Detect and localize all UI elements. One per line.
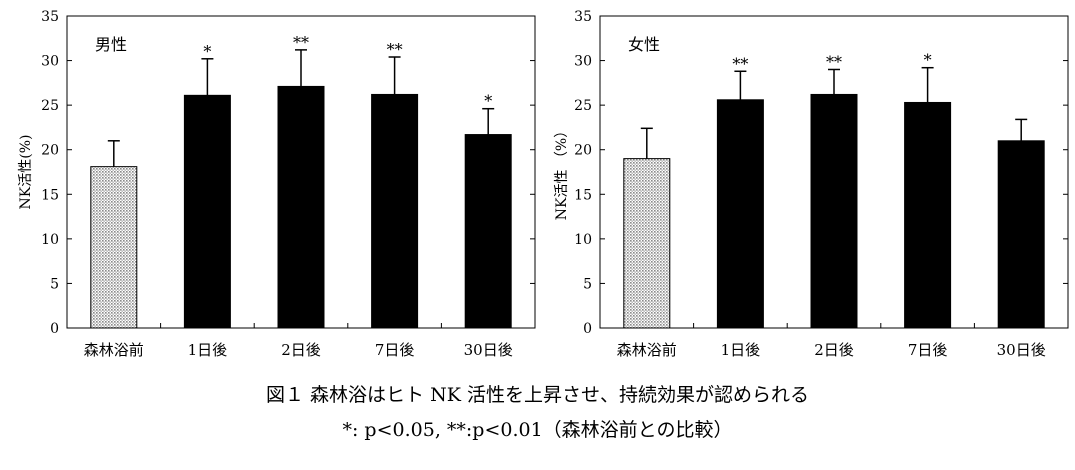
significance-marker: ** (826, 52, 842, 71)
y-tick-label: 15 (41, 187, 59, 203)
y-tick-label: 0 (583, 321, 592, 337)
y-tick-label: 30 (574, 54, 592, 70)
y-tick-label: 20 (574, 143, 592, 159)
chart-panel-2: 0 5 10 15 20 25 30 35 森林浴前 ** 1日後 ** 2日後 * 7日後 30日後 NK活性… (554, 9, 1069, 359)
category-label: 森林浴前 (84, 341, 144, 359)
panel-title: 女性 (628, 35, 660, 54)
bar-2 (716, 99, 764, 329)
category-label: 2日後 (281, 341, 321, 359)
bar-1 (623, 158, 671, 329)
y-tick-label: 25 (41, 98, 59, 114)
y-tick-label: 0 (50, 321, 59, 337)
bar-5 (997, 140, 1045, 329)
y-axis-label: NK活性(%) (18, 135, 34, 210)
category-label: 2日後 (814, 341, 854, 359)
category-label: 森林浴前 (617, 341, 677, 359)
significance-marker: * (924, 51, 932, 70)
significance-marker: * (484, 92, 492, 111)
category-label: 30日後 (997, 341, 1046, 359)
significance-marker: * (203, 42, 211, 61)
y-tick-label: 10 (574, 232, 592, 248)
panel-title: 男性 (95, 35, 127, 54)
significance-marker: ** (293, 33, 309, 52)
category-label: 7日後 (375, 341, 415, 359)
y-axis-label: NK活性 （%） (554, 124, 570, 220)
chart-panel-1: 0 5 10 15 20 25 30 35 森林浴前 * 1日後 ** 2日後 ** 7日後 * 30日後 NK活… (18, 9, 536, 359)
category-label: 1日後 (188, 341, 228, 359)
y-tick-label: 15 (574, 187, 592, 203)
y-tick-label: 30 (41, 54, 59, 70)
bar-2 (183, 94, 231, 329)
bar-4 (904, 101, 952, 329)
bar-1 (90, 166, 138, 329)
y-tick-label: 20 (41, 143, 59, 159)
significance-marker: ** (387, 40, 403, 59)
y-tick-label: 35 (574, 9, 592, 25)
bar-4 (371, 93, 419, 329)
bar-3 (810, 93, 858, 329)
category-label: 7日後 (908, 341, 948, 359)
y-tick-label: 25 (574, 98, 592, 114)
bar-3 (277, 85, 325, 329)
figure-caption-note: *: p<0.05, **:p<0.01（森林浴前との比較） (342, 419, 733, 441)
y-tick-label: 10 (41, 232, 59, 248)
figure-caption: 図１ 森林浴はヒト NK 活性を上昇させ、持続効果が認められる (266, 384, 809, 406)
significance-marker: ** (732, 54, 748, 73)
y-tick-label: 35 (41, 9, 59, 25)
category-label: 30日後 (464, 341, 513, 359)
y-tick-label: 5 (50, 276, 59, 292)
y-tick-label: 5 (583, 276, 592, 292)
category-label: 1日後 (721, 341, 761, 359)
bar-5 (464, 134, 512, 329)
